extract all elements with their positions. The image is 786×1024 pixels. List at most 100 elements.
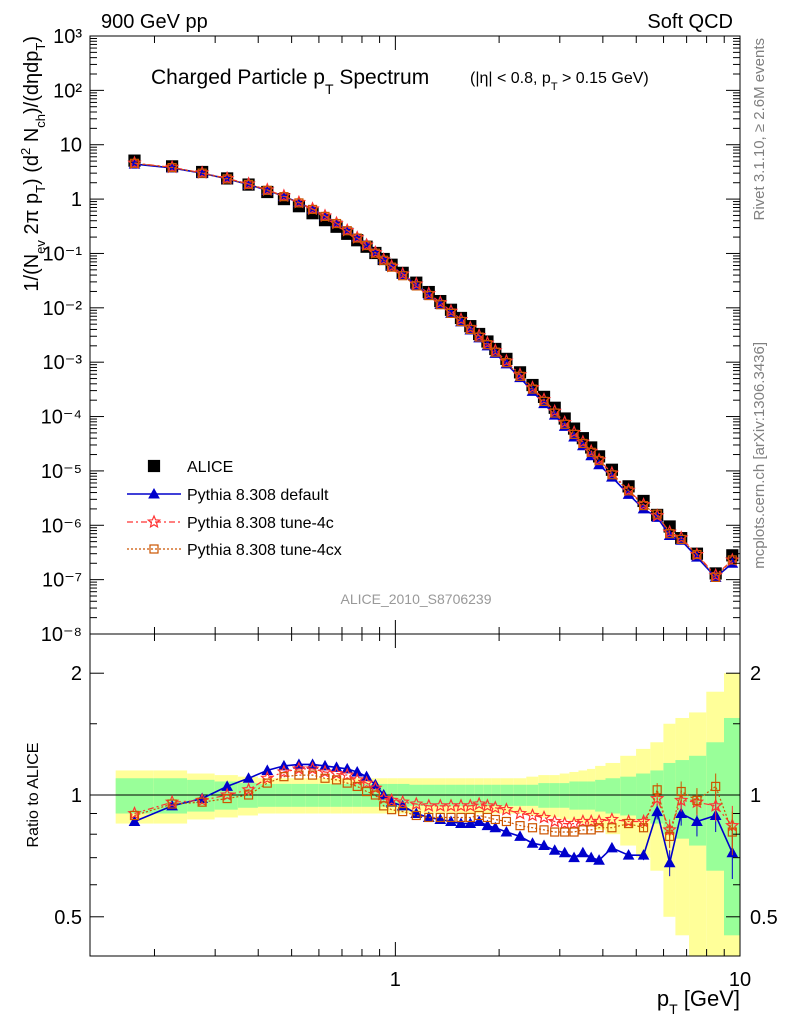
main-point-tune-4cx [665,529,675,539]
header-left: 900 GeV pp [101,11,208,33]
ratio-point-default [663,856,676,868]
ratio-point-tune-4c [547,813,562,828]
main-y-tick-label: 10⁻⁸ [41,624,82,646]
ratio-y-tick-label-right: 2 [750,663,761,685]
main-data-layer [127,154,740,582]
ratio-band-inner [636,773,651,820]
legend-label: Pythia 8.308 tune-4cx [187,542,342,559]
main-title: Charged Particle pT Spectrum [151,66,429,97]
ratio-band-inner [578,781,588,810]
ratio-point-tune-4c [421,798,437,812]
ratio-point-default [637,849,650,860]
header-right: Soft QCD [647,11,733,33]
main-cuts: (|η| < 0.8, pT > 0.15 GeV) [470,70,649,93]
ratio-y-tick-label-right: 1 [750,785,761,807]
ratio-point-default [351,765,364,777]
main-point-tune-4cx [490,347,500,357]
main-point-tune-4cx [560,419,570,429]
ratio-line-default [134,763,734,863]
legend-marker-tune-4c [146,514,162,529]
ratio-point-tune-4cx [435,812,445,823]
main-point-tune-4cx [411,281,421,291]
main-point-tune-4cx [279,192,289,202]
main-y-tick-label: 10 [60,135,82,157]
ratio-point-tune-4cx [129,810,140,821]
ratio-point-tune-4c [674,792,689,807]
ratio-point-tune-4cx [665,831,675,842]
main-point-tune-4cx [727,555,737,565]
ratio-point-tune-4cx [411,810,421,821]
ratio-point-default [585,851,598,863]
main-point-tune-4cx [550,408,560,418]
ratio-point-tune-4c [471,796,487,811]
ratio-point-default [558,846,571,858]
main-point-tune-4cx [398,271,408,281]
main-y-tick-label: 10⁻³ [43,352,83,374]
main-point-tune-4cx [594,455,604,466]
main-line-tune-4c [134,162,733,577]
ratio-point-tune-4cx [594,823,604,833]
ratio-point-tune-4cx [569,827,579,837]
legend-label: Pythia 8.308 tune-4c [187,515,334,532]
ratio-point-default [651,805,664,817]
main-y-tick-label: 10⁻⁶ [41,515,82,537]
ratio-band-inner [605,778,621,814]
main-point-tune-4cx [222,174,232,184]
ratio-y-tick-label: 2 [71,663,82,685]
ratio-point-tune-4cx [446,812,456,823]
ratio-band-inner [595,779,606,812]
ratio-point-default [548,844,561,855]
ratio-point-tune-4cx [352,781,362,792]
main-plot-panel: 10⁻⁸ 10⁻⁷ 10⁻⁶ 10⁻⁵ 10⁻⁴ 10⁻³ 10⁻² 10⁻¹ 1 10 10² 10… [18,26,741,646]
ratio-point-tune-4cx [623,818,634,829]
ratio-point-tune-4cx [262,778,272,788]
legend: ALICE Pythia 8.308 default Pythia 8.308 tu… [127,459,342,559]
ratio-band-inner [587,781,596,810]
ratio-point-default [489,821,502,833]
main-point-tune-4cx [692,549,702,560]
x-axis-title: pT [GeV] [657,986,740,1017]
legend-marker-tune-4cx [149,544,159,554]
ratio-point-tune-4c [536,809,552,824]
main-point-tune-4cx [501,358,512,368]
ratio-point-tune-4cx [279,772,289,782]
ratio-point-tune-4cx [727,827,737,837]
main-point-tune-4cx [342,226,352,236]
ratio-point-tune-4c [512,805,528,820]
ratio-point-tune-4cx [638,823,649,833]
mcplots-label: mcplots.cern.ch [arXiv:1306.3436] [751,342,768,569]
ratio-line-tune-4cx [134,774,733,839]
ratio-point-default [606,841,618,853]
ratio-point-tune-4cx [527,823,538,833]
main-line-tune-4cx [134,162,733,579]
main-point-tune-4cx [129,158,140,168]
main-point-tune-4cx [379,255,389,265]
main-point-tune-4cx [623,486,634,496]
main-point-tune-4cx [569,429,579,439]
legend-marker-default [148,487,160,499]
ratio-point-tune-4cx [515,821,525,831]
ratio-band-inner [620,776,637,816]
ratio-point-tune-4cx [370,790,380,800]
ratio-point-default [675,807,688,819]
main-point-tune-4cx [456,316,466,327]
main-point-tune-4cx [586,447,596,457]
ratio-band-inner [706,742,724,871]
main-point-tune-4cx [167,162,177,173]
ratio-point-tune-4cx [398,806,408,817]
main-point-tune-4cx [424,290,434,301]
main-point-tune-4cx [435,300,445,310]
ratio-point-tune-4c [241,782,256,796]
ratio-point-tune-4cx [331,775,342,785]
ratio-point-tune-4c [604,811,620,826]
ratio-point-default [473,815,485,827]
main-point-tune-4cx [482,340,493,350]
main-y-tick-label: 10⁻⁷ [42,570,82,592]
ratio-point-tune-4c [480,798,495,812]
ratio-point-default [577,846,589,858]
ratio-uncertainty-bands [90,673,740,956]
ratio-point-tune-4c [395,794,410,809]
ratio-point-default [242,772,255,783]
ratio-point-tune-4cx [222,793,232,804]
main-y-axis-title: 1/(Nev 2π pT) (d2 Nch)/(dηdpT) [18,36,48,292]
